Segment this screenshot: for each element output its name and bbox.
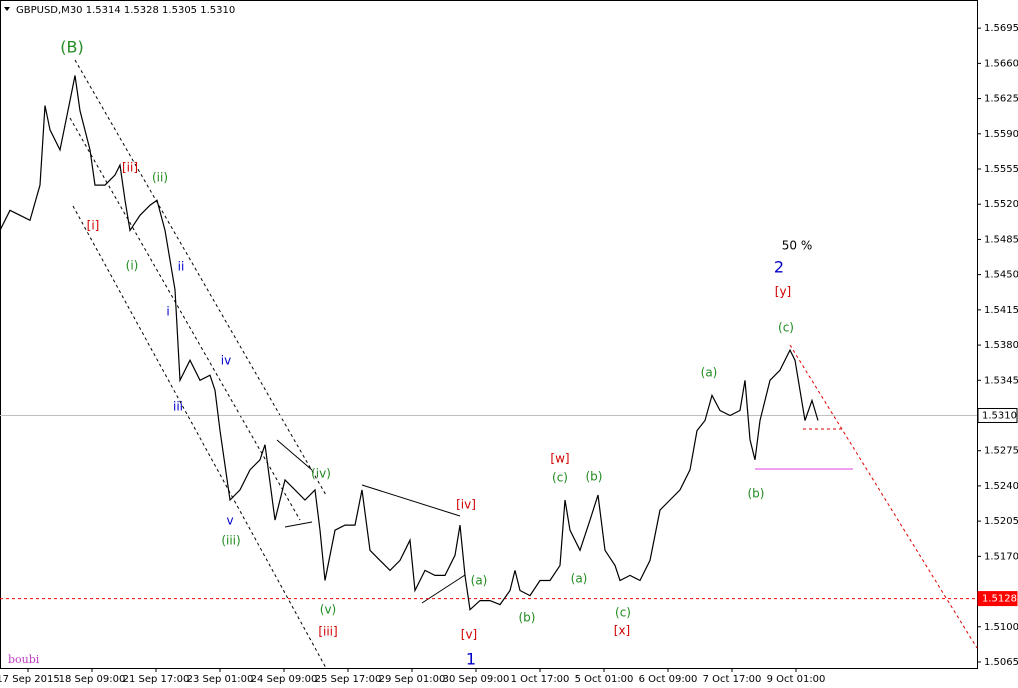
triangle-line: [284, 521, 313, 528]
x-tick-label: 21 Sep 17:00: [123, 674, 190, 685]
wave-label: [i]: [87, 219, 100, 233]
wave-label: [w]: [550, 452, 569, 466]
wave-label: (i): [126, 259, 139, 273]
y-tick-label: 1.5555: [984, 164, 1018, 175]
y-tick-label: 1.5205: [984, 516, 1018, 527]
x-tick-label: 17 Sep 2015: [0, 674, 60, 685]
wave-label: 1: [466, 650, 476, 669]
trend-line: [421, 574, 466, 604]
y-tick-label: 1.5100: [984, 622, 1018, 633]
chart-title: GBPUSD,M30 1.5314 1.5328 1.5305 1.5310: [16, 5, 235, 16]
y-tick-label: 1.5450: [984, 270, 1018, 281]
wave-label: (b): [748, 487, 765, 501]
wave-label: (ii): [152, 171, 168, 185]
wave-label: 50 %: [782, 239, 813, 253]
wave-label: (B): [60, 38, 83, 57]
x-tick-label: 9 Oct 01:00: [767, 674, 826, 685]
y-tick-label: 1.5240: [984, 481, 1018, 492]
wave-label: (a): [471, 574, 488, 588]
wave-label: (c): [615, 606, 631, 620]
price-label: 1.5310: [982, 410, 1017, 421]
wave-label: (v): [320, 603, 336, 617]
wave-label: ii: [178, 260, 185, 274]
price-box: [977, 407, 1018, 423]
target-line: [789, 344, 978, 649]
wave-label: 2: [774, 258, 784, 277]
y-tick-label: 1.5660: [984, 58, 1018, 69]
plot-frame: [0, 0, 978, 669]
y-tick-label: 1.5485: [984, 234, 1018, 245]
trend-line: [361, 484, 461, 517]
wave-label: [iv]: [456, 498, 476, 512]
x-tick-label: 18 Sep 09:00: [59, 674, 126, 685]
channel-line: [69, 117, 301, 521]
price-label: 1.5128: [982, 594, 1017, 605]
wave-label: i: [166, 305, 169, 319]
menu-arrow: [4, 7, 10, 11]
price-line-series: [0, 75, 819, 611]
watermark: boubi: [8, 653, 40, 666]
x-tick-label: 29 Sep 01:00: [379, 674, 446, 685]
wave-label: [y]: [775, 285, 791, 299]
x-tick-label: 5 Oct 01:00: [575, 674, 634, 685]
x-tick-label: 23 Sep 01:00: [187, 674, 254, 685]
y-tick-label: 1.5065: [984, 657, 1018, 668]
x-tick-label: 30 Sep 09:00: [443, 674, 510, 685]
y-tick-label: 1.5275: [984, 446, 1018, 457]
x-tick-label: 24 Sep 09:00: [251, 674, 318, 685]
wave-label: [x]: [614, 624, 630, 638]
y-tick-label: 1.5520: [984, 199, 1018, 210]
wave-label: (iv): [311, 467, 331, 481]
wave-label: (c): [552, 471, 568, 485]
y-tick-label: 1.5695: [984, 23, 1018, 34]
channel-line: [72, 205, 327, 669]
wave-label: (a): [571, 572, 588, 586]
y-tick-label: 1.5590: [984, 129, 1018, 140]
wave-label: (b): [586, 470, 603, 484]
price-box: [977, 591, 1018, 607]
channel-line: [74, 59, 327, 496]
wave-label: [ii]: [122, 161, 138, 175]
wave-label: (b): [519, 611, 536, 625]
x-tick-label: 1 Oct 17:00: [511, 674, 570, 685]
wave-label: (iii): [221, 534, 240, 548]
wave-label: [iii]: [318, 625, 337, 639]
y-tick-label: 1.5170: [984, 551, 1018, 562]
wave-label: iv: [221, 354, 231, 368]
wave-label: (c): [778, 321, 794, 335]
x-tick-label: 6 Oct 09:00: [639, 674, 698, 685]
drawings: [69, 59, 978, 669]
y-tick-label: 1.5380: [984, 340, 1018, 351]
wave-label: iii: [173, 400, 183, 414]
y-tick-label: 1.5625: [984, 94, 1018, 105]
y-tick-label: 1.5415: [984, 305, 1018, 316]
wave-label: v: [226, 514, 233, 528]
wave-label: [v]: [461, 628, 477, 642]
x-tick-label: 7 Oct 17:00: [703, 674, 762, 685]
triangle-line: [276, 439, 313, 471]
x-tick-label: 25 Sep 17:00: [315, 674, 382, 685]
wave-label: (a): [701, 366, 718, 380]
y-tick-label: 1.5345: [984, 375, 1018, 386]
